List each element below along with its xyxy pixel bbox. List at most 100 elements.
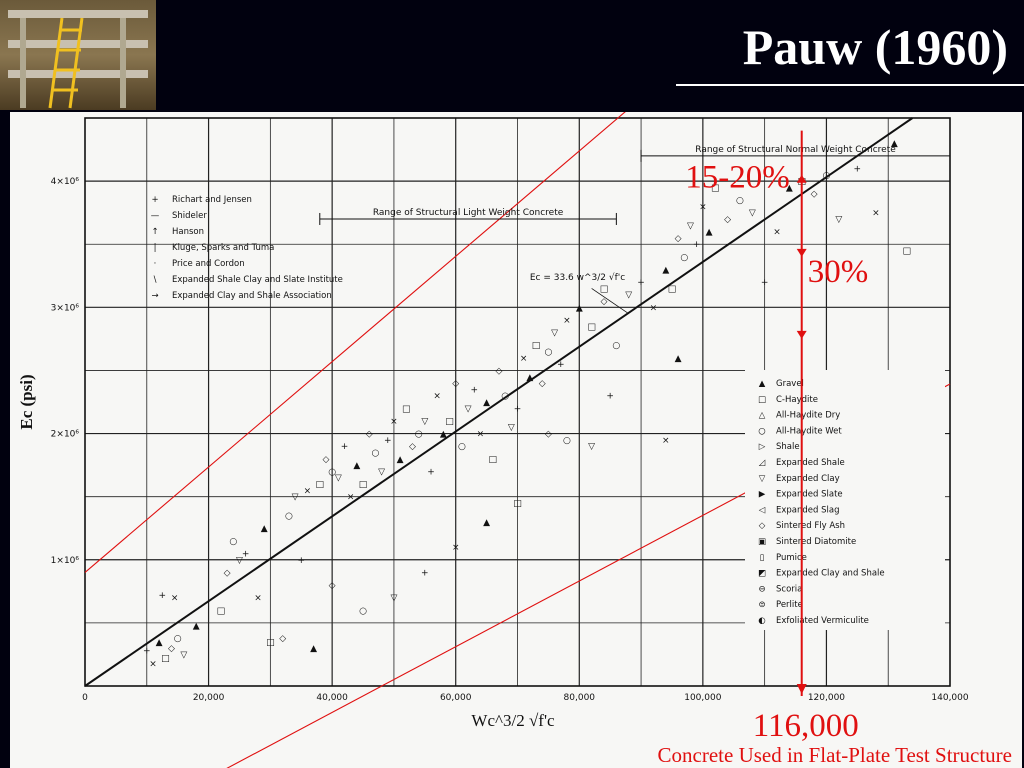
data-point: ▲ [675,354,682,364]
legend-researcher-symbol: + [151,195,158,205]
data-point: × [347,493,355,503]
data-point: ○ [680,253,688,263]
legend-researcher-symbol: · [154,259,157,269]
data-point: □ [316,480,325,490]
data-point: × [773,228,781,238]
data-point: × [872,209,880,219]
data-point: + [158,591,166,601]
data-point: ▲ [483,398,490,408]
data-point: ▽ [180,650,187,660]
legend-aggregate-label: Expanded Clay and Shale [776,569,885,579]
y-tick-label: 3×10⁶ [51,303,80,313]
data-point: ▽ [465,404,472,414]
legend-aggregate-symbol: ▣ [758,537,766,547]
slide-title: Pauw (1960) [742,19,1008,75]
x-tick-label: 140,000 [931,693,968,703]
legend-aggregate-symbol: ◐ [758,616,765,626]
data-point: × [662,436,670,446]
data-point: ○ [328,467,336,477]
legend-researcher-label: Hanson [172,227,204,237]
data-point: × [433,392,441,402]
data-point: ▽ [335,474,342,484]
data-point: ◇ [323,455,330,465]
data-point: × [477,430,485,440]
data-point: ○ [229,537,237,547]
x-axis-title: Wc^3/2 √f'c [471,711,555,730]
data-point: + [514,404,522,414]
upper-band-line [84,112,626,573]
data-point: + [854,164,862,174]
data-point: ▽ [292,493,299,503]
legend-aggregate-symbol: ▷ [759,442,766,452]
data-point: ○ [822,171,830,181]
data-point: ◇ [409,442,416,452]
data-point: + [761,278,769,288]
legend-aggregate-label: Expanded Slag [776,505,839,515]
data-point: ◇ [279,634,286,644]
y-tick-label: 1×10⁶ [51,556,80,566]
data-point: ○ [544,348,552,358]
legend-aggregate-symbol: ◩ [758,569,766,579]
data-point: □ [513,499,522,509]
data-point: ▽ [551,329,558,339]
data-point: + [427,467,435,477]
data-point: × [452,543,460,553]
data-point: ◇ [545,430,552,440]
legend-researcher-label: Expanded Shale Clay and Slate Institute [172,275,343,285]
legend-aggregate-label: Expanded Clay [776,474,840,484]
data-point: ▲ [662,265,669,275]
legend-aggregate-symbol: △ [759,411,766,421]
legend-aggregate-symbol: ▶ [759,490,766,500]
data-point: ▲ [891,139,898,149]
data-point: × [563,316,571,326]
legend-aggregate-symbol: ⊜ [758,600,765,610]
data-point: + [606,392,614,402]
data-point: ○ [285,512,293,522]
legend-researcher-symbol: | [154,243,157,253]
legend-aggregate-label: Exfoliated Vermiculite [776,616,869,626]
title-underline [676,84,1024,86]
band-outer-label: 30% [808,254,869,290]
data-point: + [341,442,349,452]
data-point: × [149,659,157,669]
legend-aggregate-label: All-Haydite Dry [776,411,840,421]
legend-aggregate-label: Scoria [776,584,802,594]
legend-researcher-symbol: ↑ [151,227,158,237]
data-point: ▽ [508,423,515,433]
x-tick-label: 100,000 [684,693,721,703]
data-point: ◇ [675,234,682,244]
data-point: ▲ [576,303,583,313]
range-label: Range of Structural Normal Weight Concre… [695,145,896,155]
legend-aggregate-label: All-Haydite Wet [776,426,842,436]
data-point: ▽ [749,209,756,219]
legend-aggregate-symbol: □ [758,395,766,405]
fit-line-leader [591,288,629,314]
data-point: □ [600,284,609,294]
data-point: □ [668,284,677,294]
data-point: □ [402,404,411,414]
data-point: ▲ [786,183,793,193]
chart-panel: 0 20,000 40,000 60,000 80,000 100,000 120,000 1… [10,112,1022,768]
axes: 0 20,000 40,000 60,000 80,000 100,000 120,000 1… [17,117,969,730]
data-point: ○ [174,634,182,644]
legend-researcher-label: Shideler [172,211,207,221]
fit-lines: Ec = 33.6 w^3/2 √f'c Range of Structural … [84,112,951,768]
plot-frame [84,117,951,687]
data-point: × [390,417,398,427]
data-point: ◇ [539,379,546,389]
data-point: ▲ [483,518,490,528]
band-inner-label: 15-20% [685,159,789,195]
data-point: ▽ [835,215,842,225]
arrow-head-down [796,330,807,339]
data-point: □ [445,417,454,427]
data-point: ▽ [390,594,397,604]
y-axis-title: Ec (psi) [17,374,36,429]
data-point: ◇ [811,190,818,200]
x-tick-label: 0 [82,693,88,703]
x-tick-label: 120,000 [808,693,845,703]
data-point: □ [489,455,498,465]
data-point: × [520,354,528,364]
legend-aggregate-symbol: ⊖ [758,584,765,594]
data-point: □ [217,606,226,616]
